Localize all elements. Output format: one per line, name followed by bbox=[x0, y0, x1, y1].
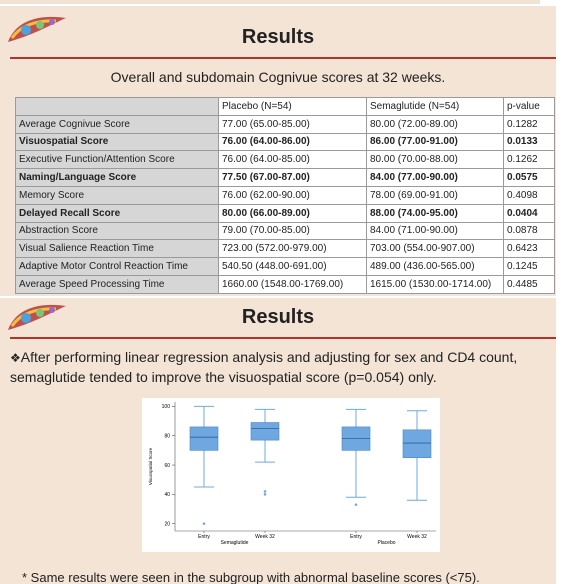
footnote: * Same results were seen in the subgroup… bbox=[22, 570, 480, 584]
y-tick-label: 20 bbox=[164, 521, 170, 527]
cell: 0.6423 bbox=[503, 239, 555, 259]
cell: 76.00 (64.00-85.00) bbox=[218, 150, 367, 170]
table-row: Executive Function/Attention Score 76.00 … bbox=[15, 150, 555, 170]
slide: Results Overall and subdomain Cognivue s… bbox=[0, 6, 556, 296]
table-row: Visuospatial Score 76.00 (64.00-86.00) 86.… bbox=[15, 132, 555, 152]
header-cell: Placebo (N=54) bbox=[218, 97, 367, 116]
cell: 80.00 (72.00-89.00) bbox=[366, 114, 504, 134]
outlier bbox=[354, 503, 358, 506]
row-label: Visuospatial Score bbox=[15, 132, 219, 152]
bullet: After performing linear regression analy… bbox=[10, 348, 550, 387]
row-label: Average Speed Processing Time bbox=[15, 274, 219, 294]
cell: 540.50 (448.00-691.00) bbox=[218, 257, 367, 276]
cell: 0.4485 bbox=[503, 274, 555, 294]
cell: 88.00 (74.00-95.00) bbox=[366, 203, 504, 223]
cell: 79.00 (70.00-85.00) bbox=[218, 221, 367, 241]
cell: 76.00 (62.00-90.00) bbox=[218, 185, 367, 205]
x-tick-label: Week 32 bbox=[255, 534, 275, 540]
divider bbox=[10, 337, 556, 339]
slide-title: Results bbox=[241, 26, 315, 48]
divider bbox=[10, 57, 556, 59]
cell: 1660.00 (1548.00-1769.00) bbox=[218, 274, 367, 294]
slide-title: Results bbox=[241, 306, 315, 328]
y-axis-label: Visuospatial Score bbox=[148, 447, 153, 485]
box bbox=[250, 422, 280, 441]
table-row: Abstraction Score 79.00 (70.00-85.00) 84.0… bbox=[15, 221, 555, 241]
table-row: Naming/Language Score 77.50 (67.00-87.00)… bbox=[15, 168, 555, 187]
header-cell: Semaglutide (N=54) bbox=[366, 97, 504, 116]
cell: 80.00 (70.00-88.00) bbox=[366, 150, 504, 170]
bullet-text: After performing linear regression analy… bbox=[10, 349, 518, 385]
table-row: Visual Salience Reaction Time 723.00 (572… bbox=[15, 239, 555, 259]
outlier bbox=[263, 490, 267, 493]
table-caption: Overall and subdomain Cognivue scores at… bbox=[110, 69, 446, 85]
row-label: Naming/Language Score bbox=[15, 168, 219, 187]
row-label: Abstraction Score bbox=[15, 221, 219, 241]
cell: 84.00 (77.00-90.00) bbox=[366, 168, 504, 187]
cell: 0.0878 bbox=[503, 221, 555, 241]
x-tick-label: Entry bbox=[198, 534, 210, 540]
table-row: Adaptive Motor Control Reaction Time 540.… bbox=[15, 257, 555, 276]
header-row: Placebo (N=54) Semaglutide (N=54) p-value bbox=[15, 97, 555, 116]
y-tick-label: 80 bbox=[164, 434, 170, 440]
cell: 1615.00 (1530.00-1714.00) bbox=[366, 274, 504, 294]
table-row: Average Cognivue Score 77.00 (65.00-85.00… bbox=[15, 114, 555, 134]
outlier bbox=[202, 522, 206, 525]
group-label: Placebo bbox=[377, 540, 395, 546]
box-plot: Visuospatial Score 20 40 60 80 100 Entry Week 3… bbox=[148, 402, 436, 546]
box bbox=[402, 429, 432, 459]
table-row: Memory Score 76.00 (62.00-90.00) 78.00 (69… bbox=[15, 185, 555, 205]
x-tick-label: Entry bbox=[350, 534, 362, 540]
table-row: Delayed Recall Score 80.00 (66.00-89.00) 8… bbox=[15, 203, 555, 223]
cell: 703.00 (554.00-907.00) bbox=[366, 239, 504, 259]
cell: 77.00 (65.00-85.00) bbox=[218, 114, 367, 134]
cell: 84.00 (71.00-90.00) bbox=[366, 221, 504, 241]
row-label: Adaptive Motor Control Reaction Time bbox=[15, 257, 219, 276]
cell: 0.1245 bbox=[503, 257, 555, 276]
decoration bbox=[8, 16, 66, 42]
cell: 0.0133 bbox=[503, 132, 555, 152]
header-cell: p-value bbox=[503, 97, 555, 116]
cell: 76.00 (64.00-86.00) bbox=[218, 132, 367, 152]
outlier bbox=[263, 493, 267, 496]
decoration bbox=[8, 304, 66, 330]
cell: 86.00 (77.00-91.00) bbox=[366, 132, 504, 152]
table-row: Average Speed Processing Time 1660.00 (15… bbox=[15, 274, 555, 294]
y-tick-label: 100 bbox=[162, 404, 171, 410]
cell: 0.0404 bbox=[503, 203, 555, 223]
chart-panel: Visuospatial Score 20 40 60 80 100 Entry Week 3… bbox=[142, 398, 440, 552]
slide: Results After performing linear regressi… bbox=[0, 298, 556, 584]
row-label: Visual Salience Reaction Time bbox=[15, 239, 219, 259]
cell: 77.50 (67.00-87.00) bbox=[218, 168, 367, 187]
row-label: Memory Score bbox=[15, 185, 219, 205]
cell: 0.1262 bbox=[503, 150, 555, 170]
cell: 0.4098 bbox=[503, 185, 555, 205]
row-label: Average Cognivue Score bbox=[15, 114, 219, 134]
group-label: Semaglutide bbox=[221, 540, 249, 546]
cell: 723.00 (572.00-979.00) bbox=[218, 239, 367, 259]
cell: 0.1282 bbox=[503, 114, 555, 134]
row-label: Executive Function/Attention Score bbox=[15, 150, 219, 170]
cell: 78.00 (69.00-91.00) bbox=[366, 185, 504, 205]
previous-slide-edge bbox=[0, 0, 540, 4]
y-tick-label: 40 bbox=[164, 492, 170, 498]
cell: 489.00 (436.00-565.00) bbox=[366, 257, 504, 276]
box bbox=[189, 426, 219, 451]
cell: 0.0575 bbox=[503, 168, 555, 187]
row-label: Delayed Recall Score bbox=[15, 203, 219, 223]
x-tick-label: Week 32 bbox=[407, 534, 427, 540]
results-table: Placebo (N=54) Semaglutide (N=54) p-value A… bbox=[15, 97, 555, 294]
cell: 80.00 (66.00-89.00) bbox=[218, 203, 367, 223]
header-cell bbox=[15, 97, 219, 116]
y-tick-label: 60 bbox=[164, 463, 170, 469]
